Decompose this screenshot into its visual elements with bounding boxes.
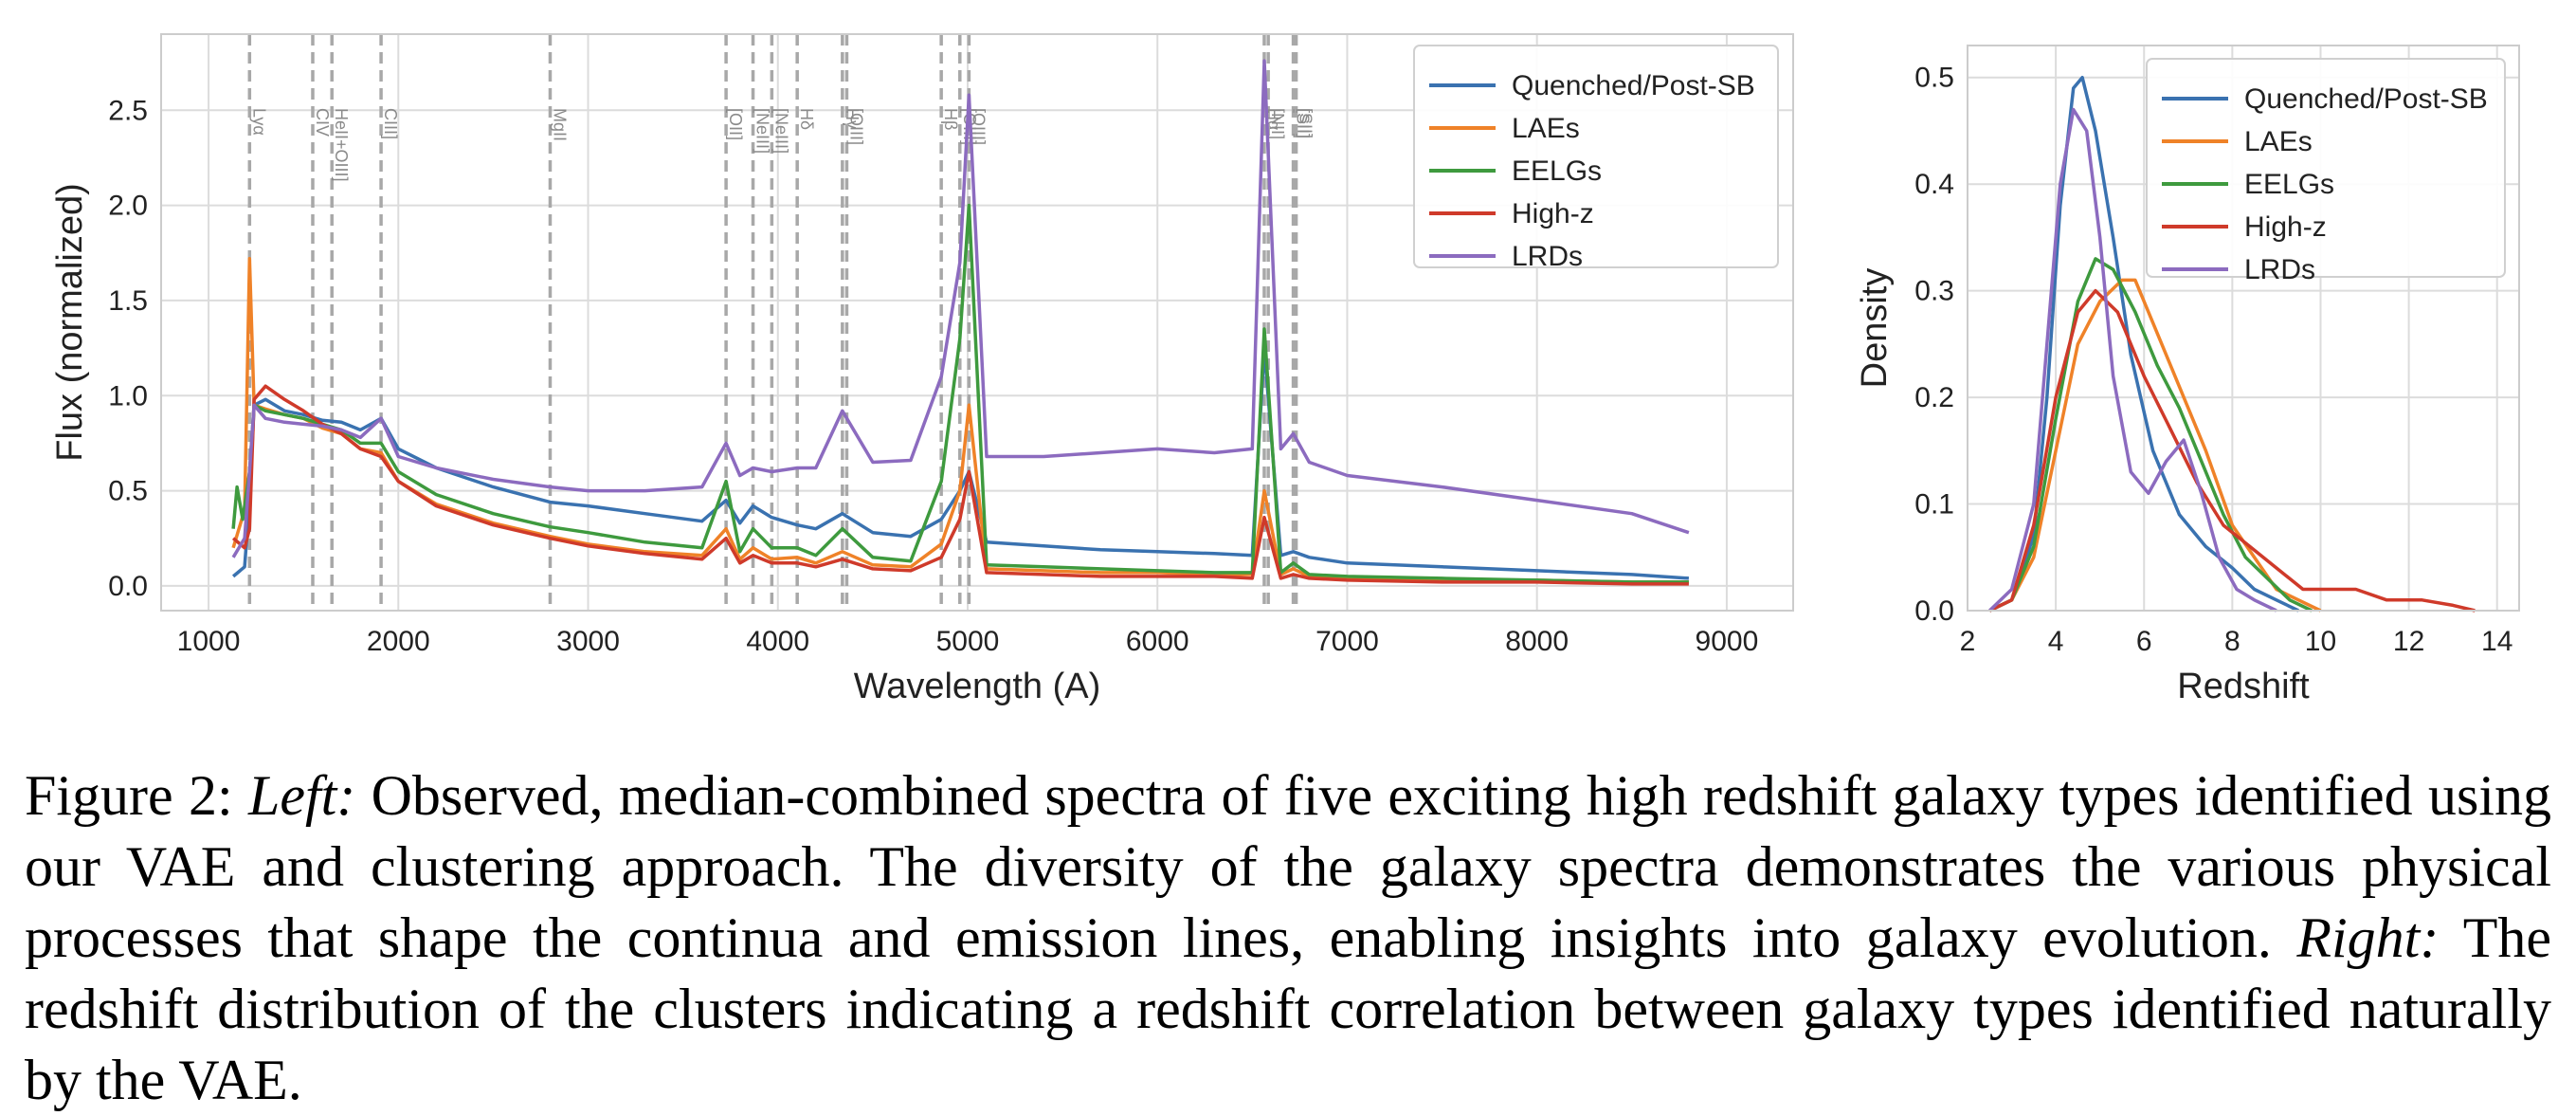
series-line-lrds bbox=[1988, 107, 2277, 613]
plot-frame bbox=[1967, 45, 2520, 612]
spectral-line-label: CIII] bbox=[381, 108, 400, 139]
spectral-line-label: [NII] bbox=[1268, 108, 1287, 139]
x-tick-label: 12 bbox=[2393, 626, 2424, 657]
plot-frame bbox=[160, 33, 1794, 612]
series-line-lrds bbox=[231, 59, 1690, 558]
legend-label: EELGs bbox=[2244, 169, 2334, 200]
y-tick-label: 0.2 bbox=[1914, 382, 1954, 413]
spectral-line-label: MgII bbox=[550, 108, 569, 141]
x-tick-label: 1000 bbox=[177, 626, 241, 657]
x-tick-label: 7000 bbox=[1315, 626, 1379, 657]
y-tick-label: 0.0 bbox=[108, 571, 148, 602]
x-tick-label: 3000 bbox=[556, 626, 620, 657]
legend-label: LRDs bbox=[1512, 241, 1583, 272]
spectral-line-label: HeII+OIII] bbox=[332, 108, 351, 182]
series-line-high-z bbox=[1988, 288, 2476, 613]
figure: Lyα CIV HeII+OIII] CIII] MgII [OII] [NeIII] [Ne… bbox=[50, 33, 2520, 706]
spectral-line-label: Hβ bbox=[941, 108, 960, 130]
legend-label: Quenched/Post-SB bbox=[2244, 83, 2488, 115]
y-tick-label: 0.1 bbox=[1914, 489, 1954, 521]
legend-box bbox=[1413, 45, 1779, 268]
y-tick-label: 0.4 bbox=[1914, 169, 1954, 200]
legend-label: LAEs bbox=[2244, 126, 2313, 157]
legend-label: EELGs bbox=[1512, 156, 1602, 187]
x-tick-label: 4 bbox=[2048, 626, 2064, 657]
x-tick-label: 10 bbox=[2305, 626, 2336, 657]
caption-label: Figure 2: bbox=[25, 764, 233, 827]
series-line-eelgs bbox=[231, 203, 1689, 584]
spectral-line-label: [SII] bbox=[1297, 108, 1315, 138]
y-tick-label: 2.5 bbox=[108, 95, 148, 126]
figure-caption: Figure 2: Left: Observed, median-combine… bbox=[25, 760, 2551, 1116]
legend-label: LRDs bbox=[2244, 254, 2315, 285]
caption-right-label: Right: bbox=[2296, 906, 2440, 969]
legend-label: High-z bbox=[1512, 198, 1594, 229]
y-tick-label: 0.3 bbox=[1914, 276, 1954, 307]
redshift-density-plot: 2 4 6 8 10 12 14 0.0 0.1 0.2 0.3 0.4 0.5 Redshift Dens… bbox=[1855, 45, 2520, 706]
spectral-line-label: [NeIII] bbox=[753, 108, 772, 154]
legend-box bbox=[2146, 58, 2506, 278]
y-tick-label: 1.5 bbox=[108, 285, 148, 317]
y-axis-label: Flux (normalized) bbox=[50, 183, 90, 462]
spectral-line-label: [OII] bbox=[726, 108, 745, 140]
spectral-line-label: [SII] bbox=[1294, 108, 1313, 138]
spectral-line-label: CIV bbox=[313, 108, 332, 137]
x-tick-label: 5000 bbox=[936, 626, 1000, 657]
spectral-line-label: Hδ bbox=[797, 108, 816, 130]
y-tick-label: 2.0 bbox=[108, 191, 148, 222]
x-tick-label: 8000 bbox=[1505, 626, 1569, 657]
x-tick-label: 2 bbox=[1960, 626, 1976, 657]
series-line-laes bbox=[231, 257, 1689, 584]
x-tick-label: 9000 bbox=[1696, 626, 1759, 657]
spectra-plot: Lyα CIV HeII+OIII] CIII] MgII [OII] [NeIII] [Ne… bbox=[50, 33, 1794, 706]
legend-label: Quenched/Post-SB bbox=[1512, 70, 1755, 101]
x-tick-label: 2000 bbox=[367, 626, 430, 657]
y-tick-label: 1.0 bbox=[108, 380, 148, 412]
x-axis-label: Redshift bbox=[2177, 667, 2310, 706]
series-line-laes bbox=[1988, 278, 2322, 613]
caption-left-text: Observed, median-combined spectra of fiv… bbox=[25, 764, 2552, 969]
legend-label: LAEs bbox=[1512, 113, 1580, 144]
series-line-eelgs bbox=[1988, 257, 2313, 613]
x-tick-label: 4000 bbox=[746, 626, 809, 657]
spectral-line-label: [OIII] bbox=[846, 108, 865, 145]
spectral-line-label: [OIII] bbox=[969, 108, 988, 145]
spectral-line-label: Lyα bbox=[249, 108, 268, 136]
caption-left-label: Left: bbox=[247, 764, 356, 827]
y-tick-label: 0.5 bbox=[108, 476, 148, 507]
x-tick-label: 8 bbox=[2224, 626, 2240, 657]
caption-right-text: The redshift distribution of the cluster… bbox=[25, 906, 2552, 1111]
y-tick-label: 0.5 bbox=[1914, 63, 1954, 94]
y-tick-label: 0.0 bbox=[1914, 595, 1954, 627]
x-tick-label: 6 bbox=[2136, 626, 2152, 657]
series-line-quenched-post-sb bbox=[1988, 75, 2299, 613]
y-axis-label: Density bbox=[1855, 268, 1895, 389]
x-tick-label: 14 bbox=[2481, 626, 2513, 657]
spectral-line-label: [NeIII] bbox=[771, 108, 790, 154]
legend-label: High-z bbox=[2244, 211, 2327, 243]
x-tick-label: 6000 bbox=[1126, 626, 1189, 657]
x-axis-label: Wavelength (A) bbox=[854, 667, 1100, 706]
